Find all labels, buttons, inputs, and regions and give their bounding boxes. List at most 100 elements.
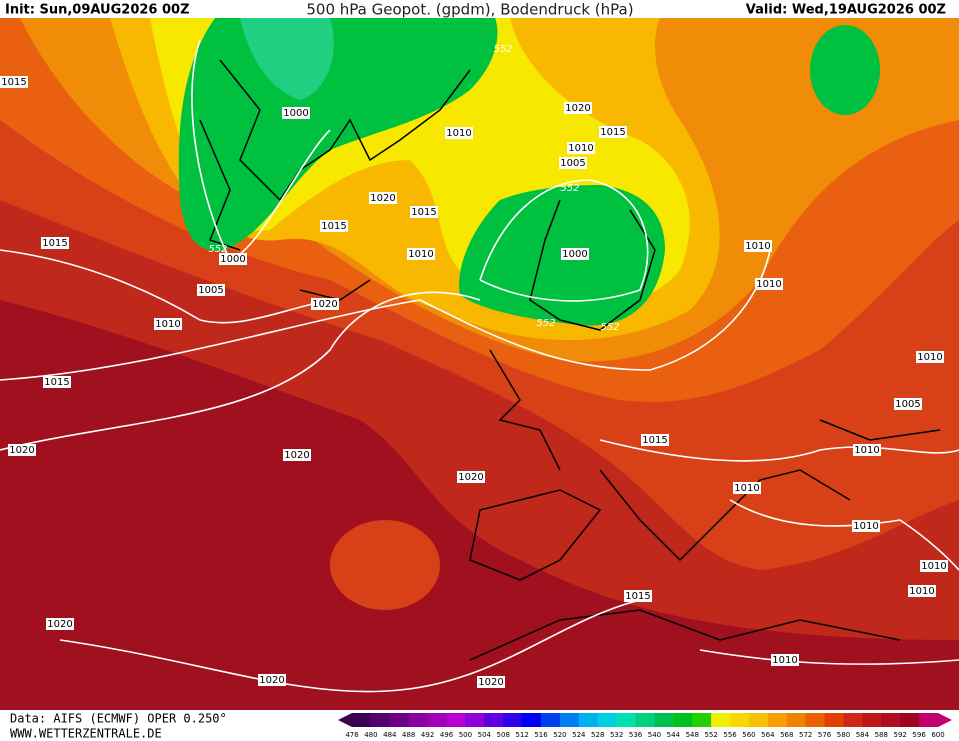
isobar-label-box [43, 376, 71, 388]
isobar-label-box [407, 248, 435, 260]
scale-label: 508 [497, 731, 510, 739]
isobar-label-box [311, 298, 339, 310]
isobar-label-box [41, 237, 69, 249]
scale-box [692, 713, 712, 727]
scale-box [786, 713, 807, 727]
scale-label: 476 [345, 731, 359, 739]
isobar-label: 1000 [562, 249, 587, 260]
scale-box [748, 713, 769, 727]
scale-box [900, 713, 920, 727]
isobar-label-box [733, 482, 761, 494]
scale-box [503, 713, 523, 727]
scale-box [919, 713, 939, 727]
isobar-label: 1015 [321, 221, 346, 232]
isobar-label: 1020 [312, 299, 337, 310]
isobar-label: 1020 [259, 675, 284, 686]
valid-time: Valid: Wed,19AUG2026 00Z [746, 3, 946, 18]
isobar-label: 552 [208, 244, 227, 255]
scale-box [767, 713, 788, 727]
isobar-label: 1005 [895, 399, 920, 410]
color-scale: 476 480 484 488 492 496 500 504 508 512 516 520 524 5… [338, 713, 952, 739]
isobar-label: 1015 [411, 207, 436, 218]
init-time: Init: Sun,09AUG2026 00Z [5, 3, 190, 18]
isobar-label: 1020 [370, 193, 395, 204]
map-field [0, 18, 959, 710]
isobar-label: 1010 [909, 586, 934, 597]
isobar-label-box [852, 520, 880, 532]
isobar-label: 552 [600, 322, 619, 333]
isobar-label: 1010 [917, 352, 942, 363]
scale-label: 536 [629, 731, 643, 739]
isobar-label-box [320, 220, 348, 232]
scale-label: 520 [553, 731, 566, 739]
scale-label: 556 [723, 731, 737, 739]
isobar-label-box [457, 471, 485, 483]
scale-label: 540 [648, 731, 661, 739]
isobar-label: 1015 [600, 127, 625, 138]
isobar-label: 1020 [9, 445, 34, 456]
isobar-label: 1010 [854, 445, 879, 456]
scale-label: 548 [686, 731, 699, 739]
scale-box [730, 713, 750, 727]
isobar-label-box [920, 560, 948, 572]
isobar-label: 1015 [642, 435, 667, 446]
isobar-label-box [894, 398, 922, 410]
isobar-label: 1020 [47, 619, 72, 630]
scale-label: 592 [894, 731, 907, 739]
scale-label: 572 [799, 731, 812, 739]
scale-box [370, 713, 391, 727]
scale-arrow-low [338, 713, 352, 727]
scale-arrow-high [938, 713, 952, 727]
scale-box [843, 713, 863, 727]
scale-box [862, 713, 882, 727]
scale-box [408, 713, 429, 727]
scale-label: 600 [931, 731, 944, 739]
isobar-label-box [197, 284, 225, 296]
scale-box [597, 713, 618, 727]
isobar-label: 1010 [772, 655, 797, 666]
scale-box [881, 713, 901, 727]
isobar-label-box [744, 240, 772, 252]
isobar-label-box [771, 654, 799, 666]
isobar-label: 1010 [446, 128, 471, 139]
isobar-label-box [219, 253, 247, 265]
scale-label: 576 [818, 731, 832, 739]
isobar-label-box [0, 76, 28, 88]
scale-label: 580 [837, 731, 850, 739]
scale-box [616, 713, 637, 727]
scale-box [673, 713, 693, 727]
scale-label: 560 [742, 731, 755, 739]
isobar-label: 1020 [458, 472, 483, 483]
isobar-label-box [624, 590, 652, 602]
scale-box [484, 713, 504, 727]
scale-label: 504 [478, 731, 492, 739]
isobar-label: 1020 [565, 103, 590, 114]
scale-box [352, 713, 372, 727]
isobar-label: 1005 [560, 158, 585, 169]
isobar-label: 1010 [921, 561, 946, 572]
scale-label: 564 [761, 731, 775, 739]
isobar-label-box [369, 192, 397, 204]
isobar-label-box [154, 318, 182, 330]
isobar-label: 1010 [756, 279, 781, 290]
isobar-label: 1015 [42, 238, 67, 249]
isobar-label: 1020 [284, 450, 309, 461]
isobar-label-box [853, 444, 881, 456]
isobar-label-box [564, 102, 592, 114]
isobar-label: 1015 [625, 591, 650, 602]
isobar-label-box [410, 206, 438, 218]
scale-box [522, 713, 542, 727]
isobar-label-box [908, 585, 936, 597]
isobar-label-box [559, 157, 587, 169]
scale-label: 532 [610, 731, 623, 739]
scale-label: 488 [402, 731, 415, 739]
isobar-label: 552 [560, 183, 579, 194]
scale-label: 584 [856, 731, 870, 739]
scale-label: 528 [591, 731, 604, 739]
isobar-label: 1015 [1, 77, 26, 88]
isobar-label-box [561, 248, 589, 260]
scale-box [635, 713, 655, 727]
scale-label: 596 [912, 731, 926, 739]
scale-label: 484 [383, 731, 397, 739]
